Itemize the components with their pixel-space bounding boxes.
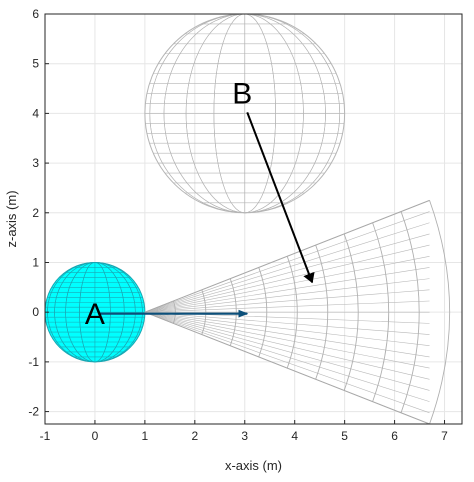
y-tick-label: 3 — [32, 156, 39, 170]
cone-section — [258, 267, 268, 358]
cone-ray — [144, 311, 430, 369]
x-tick-label: 0 — [92, 429, 99, 443]
cone-ray — [144, 222, 430, 313]
axes-box — [44, 13, 463, 425]
x-tick-label: 3 — [241, 429, 248, 443]
scene-objects — [45, 14, 451, 424]
y-tick-label: 6 — [32, 7, 39, 21]
y-tick-label: -1 — [28, 355, 39, 369]
cone-section — [286, 256, 298, 369]
cone-ray — [144, 278, 430, 313]
cone-ray — [144, 311, 430, 402]
cone-section — [343, 233, 359, 391]
cone-ray — [144, 267, 430, 313]
point-label-b: B — [232, 77, 252, 110]
cone-ray — [144, 233, 430, 313]
sphere-a — [45, 261, 146, 363]
x-tick-label: -1 — [40, 429, 51, 443]
cone-section — [229, 278, 237, 346]
y-tick-label: 0 — [32, 305, 39, 319]
cone-ray — [144, 311, 430, 414]
x-tick-label: 7 — [441, 429, 448, 443]
point-label-a: A — [85, 298, 105, 331]
y-axis-label: z-axis (m) — [4, 190, 19, 247]
y-tick-label: 5 — [32, 57, 39, 71]
sphere-b — [144, 14, 346, 214]
cone — [144, 199, 451, 424]
x-tick-label: 1 — [142, 429, 149, 443]
y-tick-label: 2 — [32, 206, 39, 220]
grid — [44, 13, 462, 424]
x-tick-label: 5 — [341, 429, 348, 443]
x-tick-label: 4 — [291, 429, 298, 443]
x-axis-label: x-axis (m) — [225, 458, 282, 473]
cone-edge-bottom — [144, 311, 430, 424]
cone-section — [315, 244, 329, 380]
cone-ray — [144, 300, 430, 313]
cone-edge-top — [144, 199, 430, 313]
cone-section — [429, 200, 451, 424]
y-tick-label: 4 — [32, 106, 39, 120]
arrow-b — [246, 112, 315, 284]
cone-ray — [144, 255, 430, 313]
cone-section — [400, 211, 420, 413]
cone-section — [372, 222, 390, 402]
cone-ray — [144, 311, 430, 335]
cone-section — [172, 300, 176, 324]
cone-ray — [144, 289, 430, 313]
y-tick-label: 1 — [32, 255, 39, 269]
x-tick-label: 2 — [191, 429, 198, 443]
cone-ray — [144, 311, 430, 347]
cone-ray — [144, 311, 430, 391]
cone-section — [201, 289, 207, 335]
y-tick-label: -2 — [28, 405, 39, 419]
x-tick-label: 6 — [391, 429, 398, 443]
arrows — [99, 112, 315, 318]
cone-ray — [144, 211, 430, 313]
cone-ray — [144, 311, 430, 358]
